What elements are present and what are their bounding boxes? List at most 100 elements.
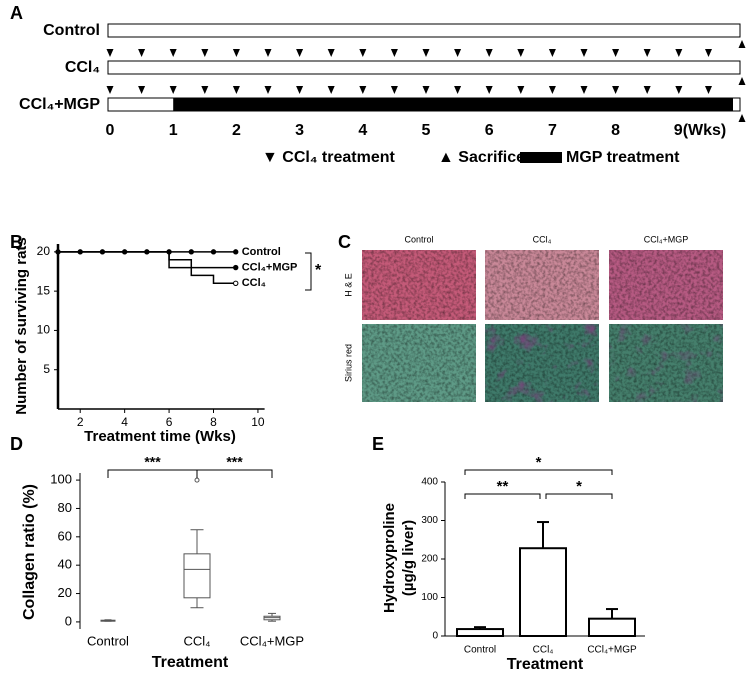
ccl4-treatment-marker — [201, 86, 209, 94]
significance-bracket — [107, 469, 198, 478]
mgp-treatment-bar — [173, 98, 733, 111]
week-label: 9(Wks) — [674, 122, 726, 139]
y-tick-label: 100 — [50, 472, 72, 487]
week-label: 1 — [169, 122, 178, 139]
ccl4-treatment-marker — [359, 86, 367, 94]
y-tick-label: 5 — [43, 362, 50, 376]
y-tick-label: 20 — [58, 585, 72, 600]
survival-point — [210, 249, 217, 255]
week-label: 2 — [232, 122, 241, 139]
y-tick-label: 300 — [421, 515, 438, 526]
ccl4-treatment-marker — [264, 49, 272, 57]
y-tick-label: 100 — [421, 592, 438, 603]
micrograph-texture — [485, 250, 599, 320]
series-label: CCl₄ — [242, 277, 266, 289]
ccl4-treatment-marker — [580, 86, 588, 94]
ccl4-treatment-marker — [201, 49, 209, 57]
fibrosis-texture — [485, 324, 599, 402]
week-label: 7 — [548, 122, 557, 139]
legend-label: ▼ CCl₄ treatment — [262, 149, 395, 166]
column-label: CCl₄+MGP — [644, 234, 688, 244]
micrograph-texture — [609, 250, 723, 320]
ccl4-treatment-marker — [232, 49, 240, 57]
timeline-bar — [107, 23, 741, 38]
ccl4-treatment-marker — [390, 49, 398, 57]
ccl4-treatment-marker — [612, 49, 620, 57]
x-tick-label: 10 — [251, 415, 265, 429]
significance-label: ** — [497, 478, 509, 495]
y-axis-label: (µg/g liver) — [400, 520, 417, 596]
ccl4-treatment-marker — [169, 86, 177, 94]
y-axis-label: Collagen ratio (%) — [21, 484, 38, 620]
micrograph-texture — [362, 324, 476, 402]
ccl4-treatment-marker — [138, 86, 146, 94]
significance-bracket — [545, 493, 613, 499]
y-tick-label: 40 — [58, 557, 72, 572]
ccl4-treatment-marker — [296, 49, 304, 57]
panel-label: A — [10, 3, 23, 23]
ccl4-treatment-marker — [675, 49, 683, 57]
x-axis-label: Treatment time (Wks) — [84, 428, 236, 445]
x-tick-label: 4 — [121, 415, 128, 429]
x-tick-label: CCl₄+MGP — [587, 645, 637, 656]
panel-label: C — [338, 232, 351, 252]
ccl4-treatment-marker — [138, 49, 146, 57]
y-tick-label: 10 — [37, 323, 51, 337]
week-label: 5 — [422, 122, 431, 139]
panel-label: E — [372, 434, 384, 454]
column-label: Control — [404, 234, 433, 244]
y-tick-label: 60 — [58, 528, 72, 543]
ccl4-treatment-marker — [705, 86, 713, 94]
ccl4-treatment-marker — [675, 86, 683, 94]
legend-label: ▲ Sacrifice — [438, 149, 525, 166]
ccl4-treatment-marker — [106, 86, 114, 94]
ccl4-treatment-marker — [643, 49, 651, 57]
timeline-bar — [107, 60, 741, 75]
fibrosis-texture — [609, 324, 723, 402]
significance-label: *** — [144, 454, 161, 470]
ccl4-treatment-marker — [359, 49, 367, 57]
significance-bracket — [305, 252, 312, 291]
x-tick-label: CCl₄ — [184, 633, 211, 648]
y-axis-label: Number of surviving rats — [13, 237, 30, 415]
ccl4-treatment-marker — [705, 49, 713, 57]
legend-swatch — [520, 152, 562, 163]
significance-label: * — [536, 454, 542, 471]
x-axis-label: Treatment — [507, 656, 584, 673]
week-label: 4 — [358, 122, 367, 139]
x-tick-label: CCl₄+MGP — [240, 633, 304, 648]
ccl4-treatment-marker — [264, 86, 272, 94]
significance-bracket — [196, 469, 273, 478]
x-axis-label: Treatment — [152, 654, 229, 671]
outlier — [194, 477, 200, 483]
x-tick-label: 8 — [210, 415, 217, 429]
series-label: Control — [242, 246, 281, 258]
sacrifice-marker — [738, 40, 746, 48]
ccl4-treatment-marker — [485, 86, 493, 94]
survival-point — [233, 264, 239, 271]
y-tick-label: 15 — [37, 283, 51, 297]
ccl4-treatment-marker — [643, 86, 651, 94]
week-label: 8 — [611, 122, 620, 139]
y-axis-label: Hydroxyproline — [381, 503, 398, 613]
box — [183, 553, 211, 599]
bar — [456, 628, 504, 638]
x-tick-label: Control — [464, 645, 496, 656]
ccl4-treatment-marker — [517, 86, 525, 94]
week-label: 3 — [295, 122, 304, 139]
ccl4-treatment-marker — [548, 86, 556, 94]
x-tick-label: CCl₄ — [533, 645, 554, 656]
significance-bracket — [464, 469, 613, 475]
x-tick-label: 2 — [77, 415, 84, 429]
y-tick-label: 0 — [432, 631, 438, 642]
row-label: CCl₄ — [65, 59, 100, 76]
y-tick-label: 400 — [421, 477, 438, 488]
ccl4-treatment-marker — [485, 49, 493, 57]
ccl4-treatment-marker — [422, 49, 430, 57]
significance-label: * — [315, 262, 322, 279]
ccl4-treatment-marker — [580, 49, 588, 57]
sacrifice-marker — [738, 77, 746, 85]
column-label: CCl₄ — [533, 234, 552, 244]
